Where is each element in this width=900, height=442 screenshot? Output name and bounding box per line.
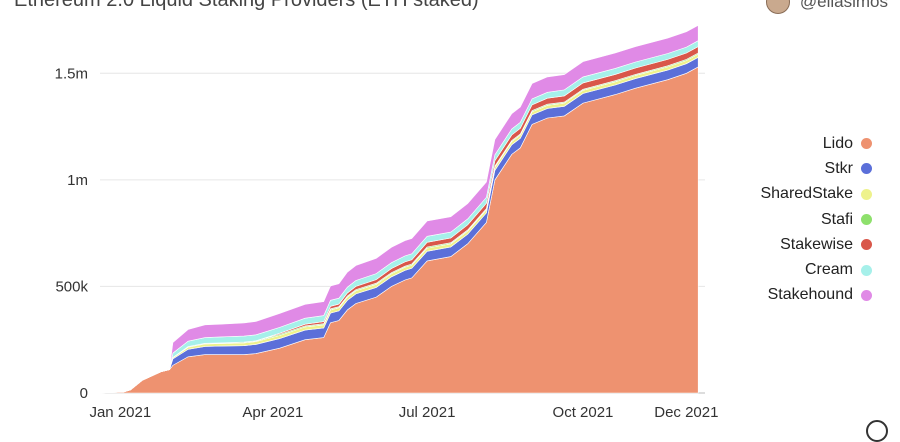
x-tick-label: Jul 2021: [399, 404, 456, 421]
legend-label: SharedStake: [760, 185, 853, 203]
author-handle: @eliasimos: [799, 0, 888, 11]
legend-item-stakewise[interactable]: Stakewise: [760, 232, 872, 257]
legend-label: Stakewise: [780, 235, 853, 253]
legend-swatch: [861, 163, 872, 175]
chart-title: Ethereum 2.0 Liquid Staking Providers (E…: [14, 0, 479, 11]
stacked-area-chart: 0 500k 1m 1.5m Jan 2021 Apr 2021 Jul 2021 Oct 2…: [55, 24, 719, 421]
legend-item-stkr[interactable]: Stkr: [760, 156, 872, 181]
y-tick-label: 1.5m: [55, 65, 88, 82]
legend-item-sharedstake[interactable]: SharedStake: [760, 182, 872, 207]
x-tick-label: Oct 2021: [553, 404, 614, 421]
axis-labels: 0 500k 1m 1.5m Jan 2021 Apr 2021 Jul 2021 Oct 2…: [55, 65, 719, 421]
legend: Lido Stkr SharedStake Stafi Stakewise Cream St…: [760, 131, 872, 308]
x-tick-label: Apr 2021: [242, 404, 303, 421]
y-tick-label: 1m: [67, 172, 88, 189]
y-tick-label: 500k: [55, 278, 88, 295]
legend-swatch: [861, 188, 872, 200]
legend-item-cream[interactable]: Cream: [760, 257, 872, 282]
legend-label: Stakehound: [767, 286, 853, 304]
legend-label: Cream: [804, 261, 853, 279]
legend-swatch: [861, 214, 872, 226]
legend-item-lido[interactable]: Lido: [760, 131, 872, 156]
author-badge[interactable]: @eliasimos: [765, 0, 888, 14]
legend-swatch: [861, 264, 872, 276]
area-stakehound[interactable]: [99, 24, 699, 394]
y-tick-label: 0: [80, 385, 88, 402]
legend-swatch: [861, 138, 872, 150]
legend-label: Lido: [822, 134, 853, 152]
legend-swatch: [861, 289, 872, 301]
legend-swatch: [861, 239, 872, 251]
x-tick-label: Dec 2021: [654, 404, 718, 421]
legend-label: Stkr: [824, 159, 853, 177]
legend-item-stakehound[interactable]: Stakehound: [760, 283, 872, 308]
legend-label: Stafi: [820, 210, 853, 228]
legend-item-stafi[interactable]: Stafi: [760, 207, 872, 232]
x-tick-label: Jan 2021: [89, 404, 151, 421]
area-series: [99, 24, 699, 394]
info-icon[interactable]: [866, 420, 888, 442]
